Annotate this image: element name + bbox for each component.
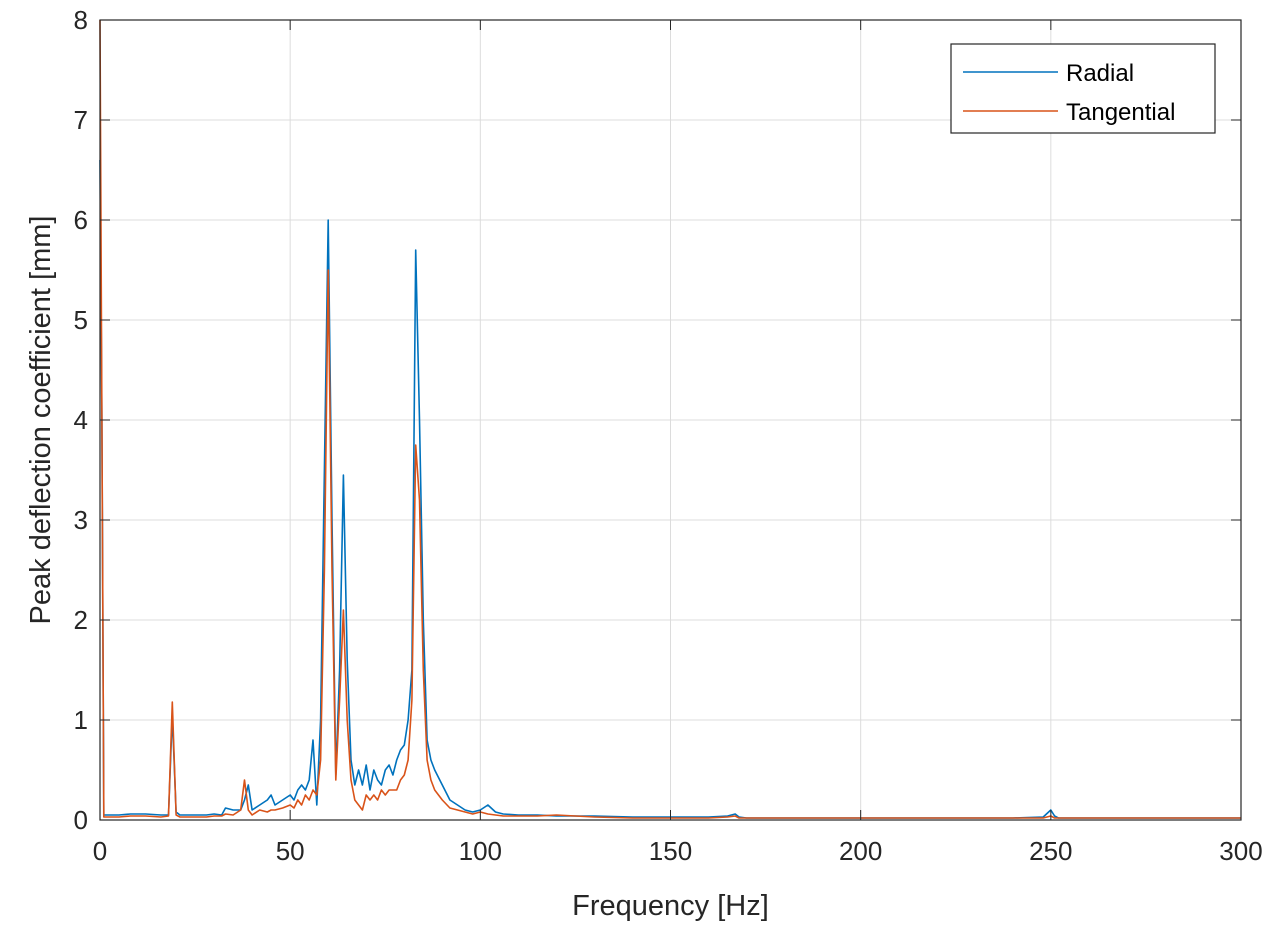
legend-box xyxy=(950,43,1216,134)
legend[interactable]: Radial Tangential xyxy=(950,43,1216,134)
y-tick-label: 2 xyxy=(74,605,88,635)
y-axis-title: Peak deflection coefficient [mm] xyxy=(25,216,57,625)
x-tick-label: 250 xyxy=(1029,836,1072,866)
x-tick-label: 300 xyxy=(1219,836,1262,866)
y-tick-label: 6 xyxy=(74,205,88,235)
y-tick-labels: 0 1 2 3 4 5 6 7 8 xyxy=(74,5,88,835)
x-tick-labels: 0 50 100 150 200 250 300 xyxy=(93,836,1263,866)
x-axis-title: Frequency [Hz] xyxy=(572,890,769,922)
series-line-tangential xyxy=(99,19,1241,819)
axis-ticks xyxy=(99,19,1242,821)
y-tick-label: 0 xyxy=(74,805,88,835)
x-tick-label: 150 xyxy=(649,836,692,866)
x-tick-label: 200 xyxy=(839,836,882,866)
grid xyxy=(99,19,1242,821)
x-tick-label: 50 xyxy=(276,836,305,866)
y-tick-label: 5 xyxy=(74,305,88,335)
x-tick-label: 0 xyxy=(93,836,107,866)
series-layer xyxy=(99,19,1241,819)
x-tick-label: 100 xyxy=(459,836,502,866)
y-tick-label: 4 xyxy=(74,405,88,435)
series-line-radial xyxy=(99,159,1241,819)
y-tick-label: 7 xyxy=(74,105,88,135)
legend-label-radial: Radial xyxy=(1066,60,1134,87)
y-tick-label: 1 xyxy=(74,705,88,735)
y-tick-label: 8 xyxy=(74,5,88,35)
legend-label-tangential: Tangential xyxy=(1066,99,1175,126)
y-tick-label: 3 xyxy=(74,505,88,535)
